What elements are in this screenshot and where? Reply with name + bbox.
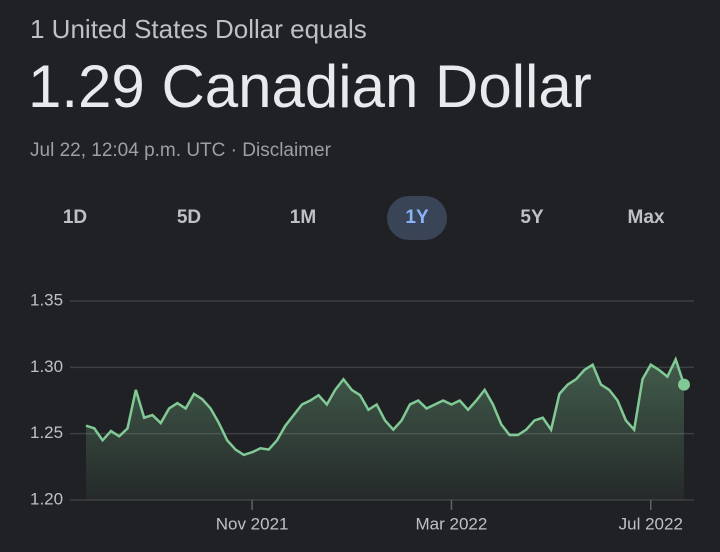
y-tick-label: 1.35 — [30, 290, 63, 309]
subtitle: 1 United States Dollar equals — [30, 14, 367, 44]
line — [85, 356, 686, 457]
range-tab[interactable]: 1Y — [387, 196, 447, 240]
x-tick-label: Jul 2022 — [619, 514, 683, 533]
y-tick-label: 1.20 — [30, 489, 63, 508]
range-tab[interactable]: 1D — [62, 207, 88, 228]
range-tab[interactable]: Max — [627, 207, 665, 228]
range-tabs: 1D 5D 1M 1Y 5Y Max — [0, 196, 720, 240]
rate-title: 1.29 Canadian Dollar — [28, 53, 592, 120]
y-tick-label: 1.30 — [30, 357, 63, 376]
range-tab[interactable]: 5Y — [520, 207, 544, 228]
timestamp: Jul 22, 12:04 p.m. UTC · — [30, 140, 243, 161]
range-tab[interactable]: 5D — [176, 207, 202, 228]
disclaimer-link[interactable]: Disclaimer — [242, 140, 331, 161]
x-tick-label: Mar 2022 — [416, 514, 488, 533]
last-point — [678, 378, 690, 391]
range-tab[interactable]: 1M — [289, 207, 317, 228]
timestamp-row: Jul 22, 12:04 p.m. UTC · Disclaimer — [30, 140, 331, 162]
area — [86, 359, 684, 500]
y-tick-label: 1.25 — [30, 423, 63, 442]
x-tick-label: Nov 2021 — [216, 514, 289, 533]
